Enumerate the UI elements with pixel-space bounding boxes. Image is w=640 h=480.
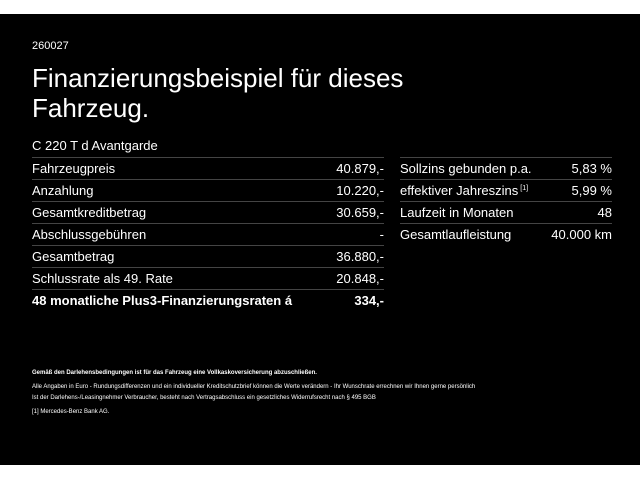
row-value: 40.000 km [551,227,612,242]
row-value: 10.220,- [336,183,384,198]
row-value: - [379,227,384,242]
row-value: 334,- [354,293,384,308]
row-label: Schlussrate als 49. Rate [32,271,173,286]
row-label: 48 monatliche Plus3-Finanzierungsraten á [32,293,293,308]
left-table: Fahrzeugpreis 40.879,- Anzahlung 10.220,- Ge… [32,157,384,311]
ref-text: Mercedes-Benz Bank AG. [40,409,110,415]
row-value: 40.879,- [336,161,384,176]
row-label: Sollzins gebunden p.a. [400,161,532,176]
table-row: Anzahlung 10.220,- [32,179,384,201]
ref-mark: [1] [32,409,39,415]
footnote-bold: Gemäß den Darlehensbedingungen ist für d… [32,370,317,376]
row-label-wrap: effektiver Jahreszins [1] [400,180,528,201]
row-label-wrap: Gesamtlaufleistung [400,224,511,245]
title: Finanzierungsbeispiel für dieses Fahrzeu… [32,63,404,123]
table-row: effektiver Jahreszins [1] 5,99 % [400,179,612,201]
footnote-line: Alle Angaben in Euro - Rundungsdifferenz… [32,384,476,390]
offer-code: 260027 [32,40,69,52]
row-label: effektiver Jahreszins [400,183,519,198]
table-row: Laufzeit in Monaten 48 [400,201,612,223]
right-table: Sollzins gebunden p.a. 5,83 % effektiver J… [400,157,612,245]
row-label: Gesamtlaufleistung [400,227,512,242]
model-name: C 220 T d Avantgarde [32,138,158,153]
table-row: Sollzins gebunden p.a. 5,83 % [400,157,612,179]
row-label: Gesamtkreditbetrag [32,205,147,220]
table-row: Fahrzeugpreis 40.879,- [32,157,384,179]
row-value: 36.880,- [336,249,384,264]
table-row: Gesamtkreditbetrag 30.659,- [32,201,384,223]
table-row: Schlussrate als 49. Rate 20.848,- [32,267,384,289]
finance-panel: 260027 Finanzierungsbeispiel für dieses … [0,14,640,465]
row-value: 48 [597,205,612,220]
row-label: Anzahlung [32,183,94,198]
row-label-wrap: Sollzins gebunden p.a. [400,158,532,179]
table-row: Gesamtlaufleistung 40.000 km [400,223,612,245]
footnote-ref: [1] Mercedes-Benz Bank AG. [32,407,612,418]
table-row: Abschlussgebühren - [32,223,384,245]
row-value: 5,83 % [571,161,612,176]
table-row: 48 monatliche Plus3-Finanzierungsraten á… [32,289,384,311]
footnote-line: Ist der Darlehens-/Leasingnehmer Verbrau… [32,395,376,401]
row-label: Abschlussgebühren [32,227,147,242]
footnote-lines: Alle Angaben in Euro - Rundungsdifferenz… [32,382,612,404]
row-value: 20.848,- [336,271,384,286]
footnotes: Gemäß den Darlehensbedingungen ist für d… [32,368,612,418]
row-label-wrap: Laufzeit in Monaten [400,202,513,223]
row-value: 5,99 % [571,183,612,198]
row-label: Gesamtbetrag [32,249,115,264]
row-label: Fahrzeugpreis [32,161,116,176]
table-row: Gesamtbetrag 36.880,- [32,245,384,267]
row-label: Laufzeit in Monaten [400,205,514,220]
footnote-ref-mark: [1] [520,185,529,192]
row-value: 30.659,- [336,205,384,220]
